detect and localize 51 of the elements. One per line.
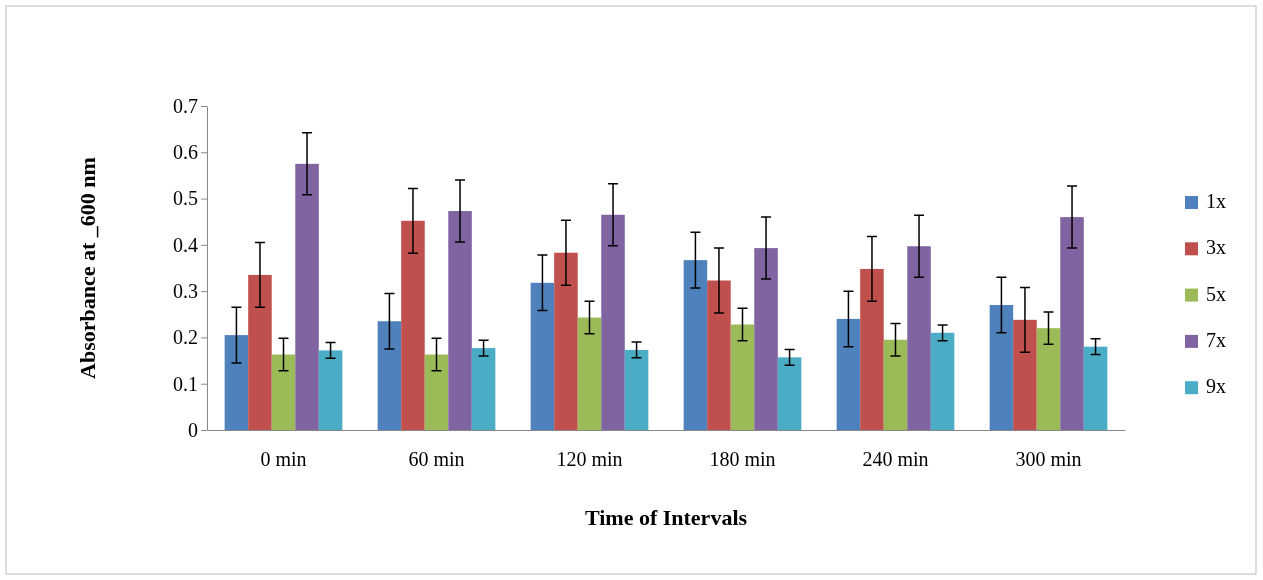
x-tick-label: 60 min	[408, 448, 465, 471]
bar	[777, 357, 802, 430]
bar	[424, 354, 449, 430]
y-tick-label: 0.6	[173, 141, 198, 164]
y-axis-title: Absorbance at _600 nm	[75, 157, 100, 379]
bar	[601, 214, 625, 430]
bar	[401, 220, 425, 430]
bar	[836, 318, 861, 430]
bar	[707, 280, 731, 430]
bar	[318, 350, 343, 430]
bar	[1083, 346, 1108, 430]
x-tick-label: 0 min	[260, 448, 307, 471]
x-axis-title: Time of Intervals	[584, 505, 748, 530]
y-tick-label: 0	[188, 418, 198, 441]
bar	[1060, 217, 1084, 430]
x-tick-label: 180 min	[709, 448, 776, 471]
bar	[683, 260, 708, 430]
bar	[471, 348, 496, 430]
bar	[624, 349, 649, 430]
legend-label: 9x	[1206, 375, 1226, 398]
y-tick-label: 0.5	[173, 187, 198, 210]
bar	[224, 335, 249, 430]
bar	[577, 317, 602, 430]
bar	[554, 252, 578, 430]
bar	[730, 324, 755, 430]
bar	[754, 248, 778, 430]
bar	[295, 163, 319, 430]
y-tick-label: 0.3	[173, 280, 198, 303]
x-tick-label: 300 min	[1015, 448, 1082, 471]
bar	[860, 268, 884, 430]
legend-label: 1x	[1206, 190, 1226, 212]
y-tick-label: 0.1	[173, 372, 198, 395]
bar	[1036, 328, 1061, 430]
y-tick-label: 0.7	[173, 94, 198, 117]
bar	[989, 305, 1014, 430]
x-tick-label: 120 min	[556, 448, 623, 471]
bar	[907, 246, 931, 430]
bar	[377, 321, 402, 430]
bar	[883, 339, 908, 430]
bar	[271, 354, 296, 430]
bar	[448, 211, 472, 430]
y-tick-label: 0.4	[173, 233, 198, 256]
legend-label: 3x	[1206, 236, 1226, 259]
x-tick-label: 240 min	[862, 448, 929, 471]
bar	[248, 274, 272, 430]
legend-label: 5x	[1206, 282, 1226, 305]
y-tick-label: 0.2	[173, 326, 198, 349]
bar	[530, 282, 555, 430]
legend-label: 7x	[1206, 328, 1226, 351]
bar	[1013, 319, 1037, 430]
bar	[930, 332, 955, 430]
